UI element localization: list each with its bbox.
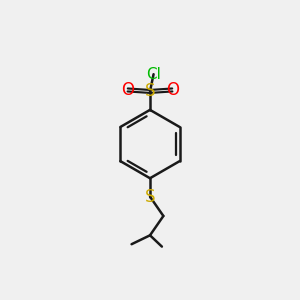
Text: S: S <box>145 82 155 100</box>
Text: Cl: Cl <box>146 67 161 82</box>
Text: S: S <box>145 188 155 206</box>
Text: O: O <box>166 81 179 99</box>
Text: O: O <box>121 81 134 99</box>
